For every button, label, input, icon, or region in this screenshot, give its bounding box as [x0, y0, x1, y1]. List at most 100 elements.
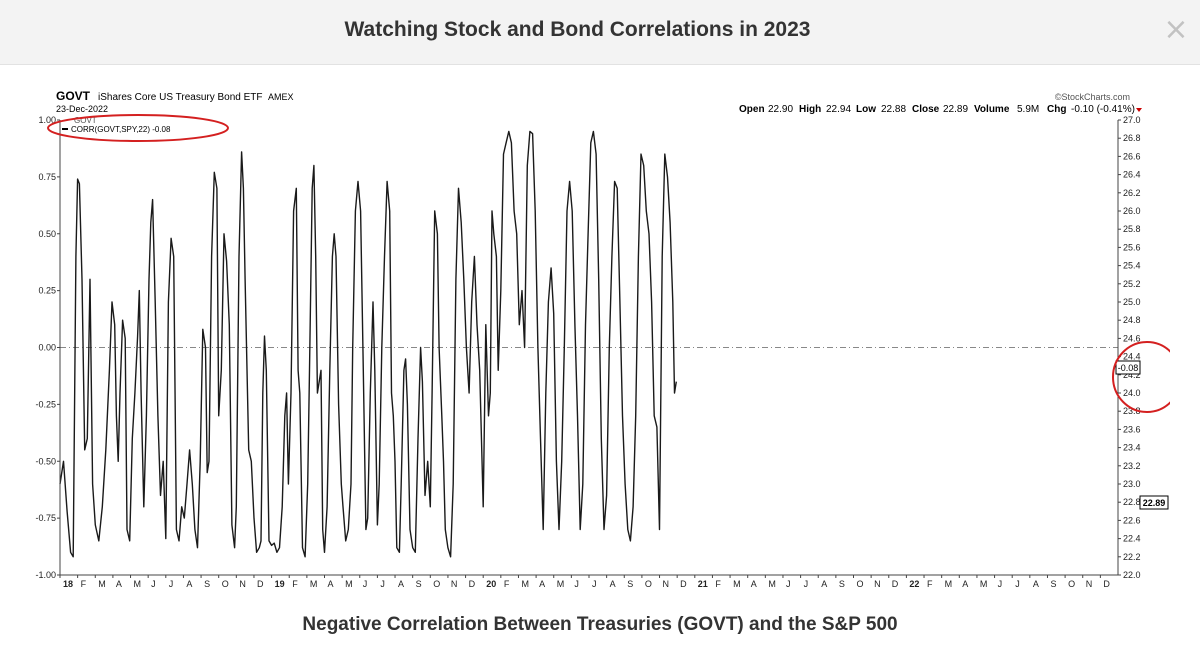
right-tick-label: 26.2 — [1123, 188, 1141, 198]
x-tick-label: D — [1103, 579, 1110, 589]
right-tick-label: 24.0 — [1123, 388, 1141, 398]
source-label: ©StockCharts.com — [1055, 92, 1130, 102]
high-value: 22.94 — [826, 104, 851, 115]
right-tick-label: 23.0 — [1123, 479, 1141, 489]
x-tick-label: J — [1015, 579, 1020, 589]
close-label: Close — [912, 104, 940, 115]
chart-container: 1.00 0.75 0.50 0.25 0.00 -0.25 -0.50 -0.75 -1.00… — [22, 86, 1182, 598]
right-tick-label: 24.2 — [1123, 370, 1141, 380]
x-tick-label: F — [292, 579, 298, 589]
x-tick-label: M — [134, 579, 142, 589]
x-tick-label: M — [945, 579, 953, 589]
x-tick-label: 21 — [698, 579, 708, 589]
x-tick-label: D — [892, 579, 899, 589]
series-layer — [59, 130, 677, 558]
x-tick-label: J — [592, 579, 597, 589]
x-tick-label: A — [398, 579, 404, 589]
x-tick-label: A — [751, 579, 757, 589]
x-tick-label: J — [786, 579, 791, 589]
x-tick-label: A — [1033, 579, 1039, 589]
x-tick-label: 20 — [486, 579, 496, 589]
x-tick-label: N — [451, 579, 458, 589]
down-arrow-icon — [1136, 108, 1142, 112]
x-tick-label: J — [804, 579, 809, 589]
open-value: 22.90 — [768, 104, 793, 115]
close-icon[interactable]: × — [1163, 12, 1189, 47]
x-tick-label: S — [1050, 579, 1056, 589]
right-tick-label: 26.8 — [1123, 133, 1141, 143]
left-tick-label: -0.25 — [35, 399, 56, 409]
right-axis: 27.0 26.8 26.6 26.4 26.2 26.0 25.8 25.6 25.4 25.2… — [1117, 115, 1141, 580]
x-tick-label: M — [521, 579, 529, 589]
left-tick-label: 0.00 — [38, 343, 56, 353]
right-tick-label: 25.8 — [1123, 224, 1141, 234]
x-tick-label: S — [839, 579, 845, 589]
x-tick-label: J — [363, 579, 368, 589]
x-tick-label: S — [627, 579, 633, 589]
x-tick-label: 18 — [63, 579, 73, 589]
x-tick-label: A — [610, 579, 616, 589]
right-tick-label: 24.8 — [1123, 315, 1141, 325]
x-tick-label: J — [380, 579, 385, 589]
x-tick-label: F — [715, 579, 721, 589]
close-value: 22.89 — [943, 104, 968, 115]
low-label: Low — [856, 104, 876, 115]
right-tick-label: 25.0 — [1123, 297, 1141, 307]
x-tick-label: A — [116, 579, 122, 589]
left-tick-label: 0.25 — [38, 286, 56, 296]
x-tick-label: F — [504, 579, 510, 589]
x-tick-label: A — [186, 579, 192, 589]
right-tick-label: 23.2 — [1123, 461, 1141, 471]
right-tick-label: 22.2 — [1123, 552, 1141, 562]
left-tick-label: 0.75 — [38, 172, 56, 182]
x-tick-label: J — [574, 579, 579, 589]
x-tick-label: D — [469, 579, 476, 589]
x-tick-label: J — [998, 579, 1003, 589]
x-tick-label: D — [680, 579, 687, 589]
x-tick-label: M — [310, 579, 318, 589]
chart-symbol: GOVT — [56, 89, 91, 103]
left-tick-label: -0.50 — [35, 456, 56, 466]
x-tick-label: N — [1086, 579, 1093, 589]
right-tick-label: 23.6 — [1123, 424, 1141, 434]
right-tick-label: 22.4 — [1123, 534, 1141, 544]
x-tick-label: M — [98, 579, 106, 589]
x-tick-label: 22 — [909, 579, 919, 589]
x-tick-label: N — [239, 579, 246, 589]
x-axis: 18 F M A M J J A S O N D 19 F M A M J J A S O N D 20 F M A M J J A S O N D 2… — [59, 574, 1118, 589]
chg-label: Chg — [1047, 104, 1066, 115]
x-tick-label: M — [768, 579, 776, 589]
right-tick-label: 25.4 — [1123, 261, 1141, 271]
x-tick-label: F — [81, 579, 87, 589]
last-value-box — [1115, 360, 1141, 375]
chart-exchange: AMEX — [268, 92, 294, 102]
right-tick-label: 24.4 — [1123, 352, 1141, 362]
x-tick-label: M — [980, 579, 988, 589]
left-tick-label: 0.50 — [38, 229, 56, 239]
right-tick-label: 26.4 — [1123, 170, 1141, 180]
right-tick-label: 26.6 — [1123, 151, 1141, 161]
legend-highlight-circle — [47, 114, 229, 142]
right-tick-label: 27.0 — [1123, 115, 1141, 125]
ohlc-readout: Open 22.90 High 22.94 Low 22.88 Close 22… — [739, 104, 1142, 115]
legend-corr: CORR(GOVT,SPY,22) -0.08 — [71, 125, 171, 134]
legend-govt: GOVT — [74, 116, 97, 125]
x-tick-label: O — [1068, 579, 1075, 589]
right-tick-label: 23.4 — [1123, 443, 1141, 453]
x-tick-label: N — [874, 579, 881, 589]
left-tick-label: 1.00 — [38, 115, 56, 125]
x-tick-label: D — [257, 579, 264, 589]
last-price-box — [1139, 495, 1169, 510]
x-tick-label: A — [539, 579, 545, 589]
low-value: 22.88 — [881, 104, 906, 115]
modal-header: Watching Stock and Bond Correlations in … — [0, 0, 1200, 65]
x-tick-label: J — [169, 579, 174, 589]
open-label: Open — [739, 104, 765, 115]
right-tick-label: 25.2 — [1123, 279, 1141, 289]
right-tick-label: 23.8 — [1123, 406, 1141, 416]
x-tick-label: M — [557, 579, 565, 589]
correlation-chart: 1.00 0.75 0.50 0.25 0.00 -0.25 -0.50 -0.75 -1.00… — [35, 89, 1182, 589]
x-tick-label: O — [645, 579, 652, 589]
left-axis: 1.00 0.75 0.50 0.25 0.00 -0.25 -0.50 -0.75 -1.00 — [35, 115, 61, 580]
left-tick-label: -0.75 — [35, 513, 56, 523]
